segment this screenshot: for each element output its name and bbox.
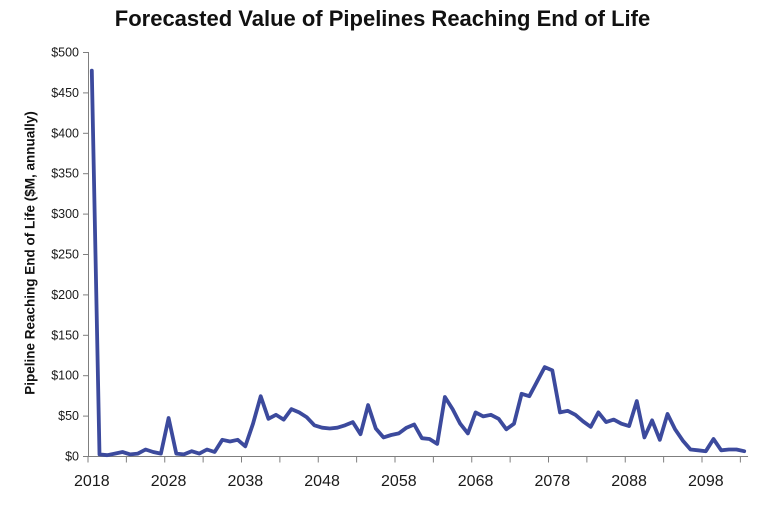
y-tick-label: $50	[58, 409, 79, 423]
y-tick-label: $100	[51, 369, 79, 383]
x-tick-label: 2028	[151, 473, 187, 490]
y-tick-label: $500	[51, 46, 79, 60]
x-tick-label: 2088	[611, 473, 647, 490]
data-series-line	[89, 68, 747, 458]
y-tick-label: $450	[51, 86, 79, 100]
x-tick-label: 2068	[458, 473, 494, 490]
y-tick-label: $400	[51, 126, 79, 140]
x-tick-label: 2078	[535, 473, 571, 490]
x-tick-label: 2058	[381, 473, 417, 490]
x-tick-label: 2098	[688, 473, 724, 490]
y-tick-label: $300	[51, 207, 79, 221]
y-tick-label: $200	[51, 288, 79, 302]
y-tick-label: $0	[65, 450, 79, 464]
chart-title: Forecasted Value of Pipelines Reaching E…	[114, 6, 651, 31]
x-tick-label: 2018	[74, 473, 110, 490]
y-tick-label: $350	[51, 167, 79, 181]
x-tick-label: 2048	[304, 473, 340, 490]
y-tick-label: $250	[51, 248, 79, 262]
x-tick-label: 2038	[228, 473, 264, 490]
y-tick-label: $150	[51, 328, 79, 342]
